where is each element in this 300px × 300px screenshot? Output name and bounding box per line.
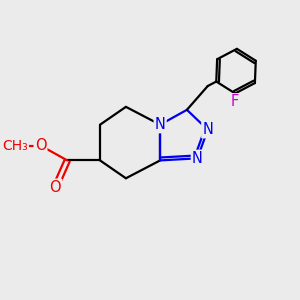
Text: N: N: [192, 151, 203, 166]
Text: O: O: [35, 138, 46, 153]
Text: O: O: [50, 180, 61, 195]
Text: N: N: [202, 122, 213, 137]
Text: F: F: [231, 94, 239, 109]
Text: N: N: [155, 117, 166, 132]
Text: CH₃: CH₃: [2, 139, 28, 152]
